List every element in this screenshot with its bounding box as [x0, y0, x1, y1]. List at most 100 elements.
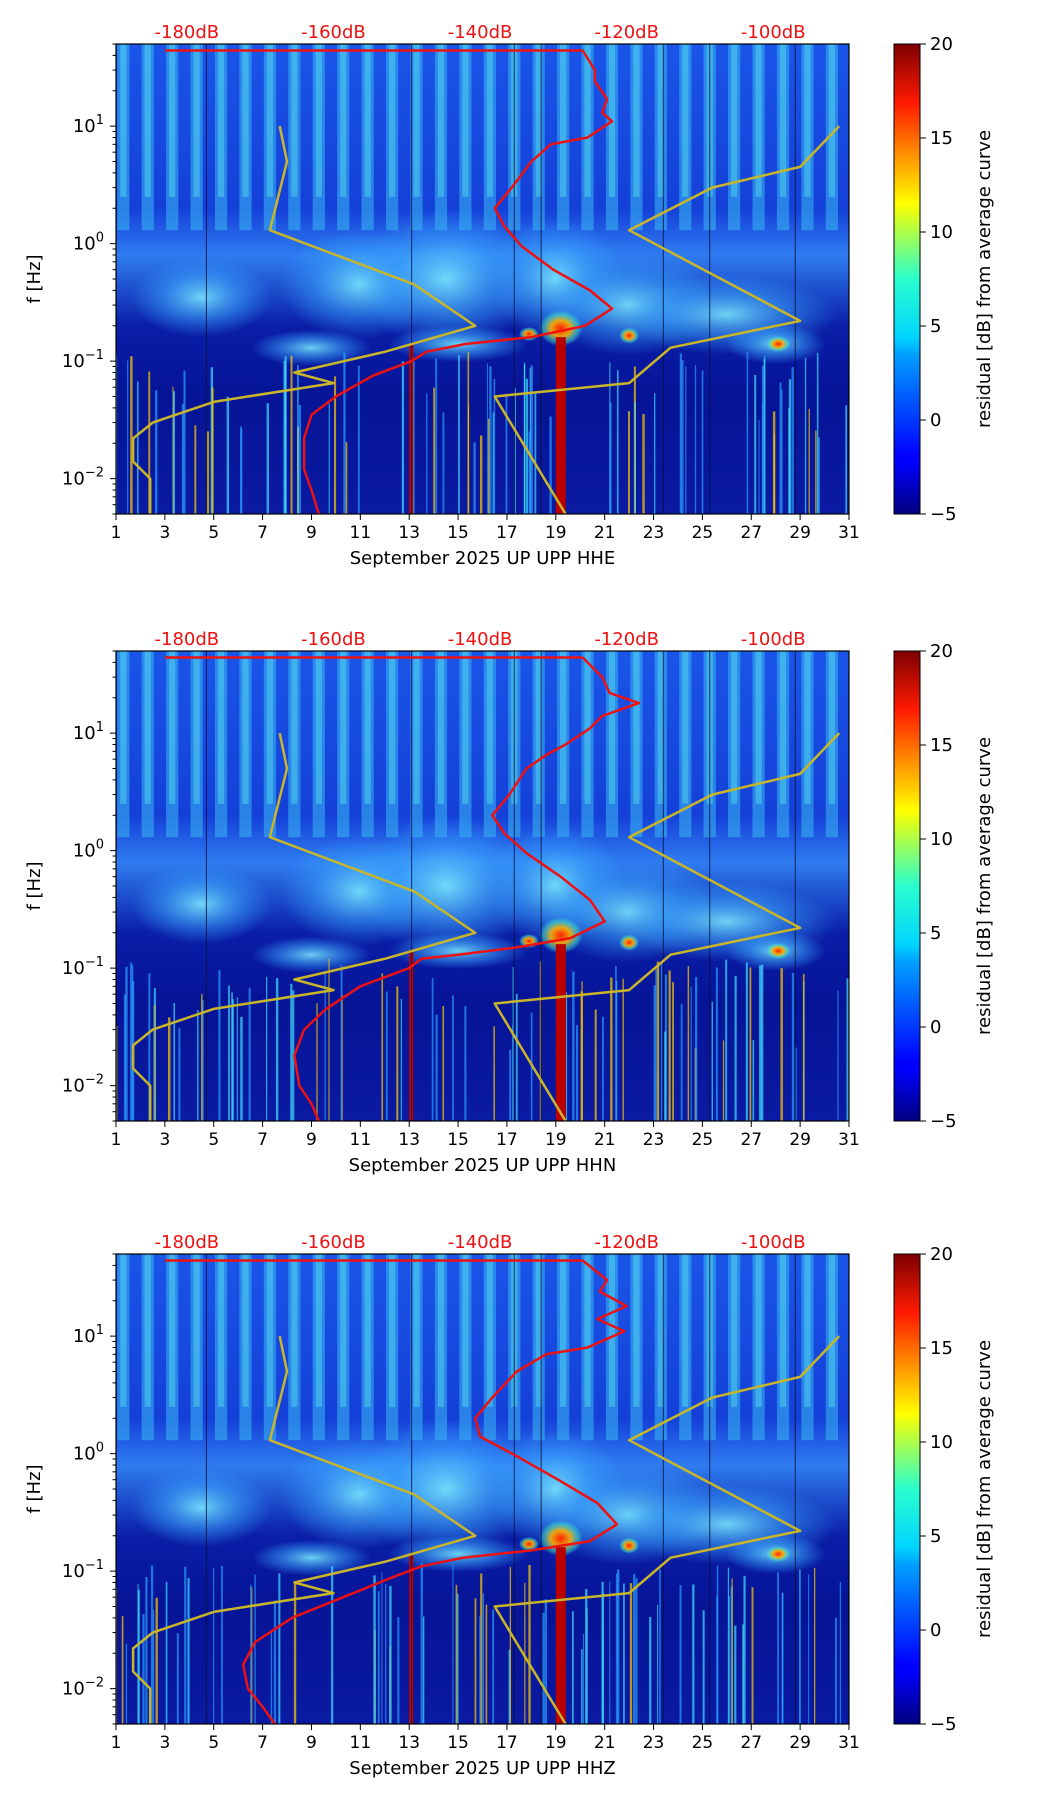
daily-band-core	[584, 1254, 591, 1407]
top-db-label: -160dB	[301, 22, 366, 43]
top-db-label: -160dB	[301, 1232, 366, 1253]
x-tick-label: 1	[111, 523, 122, 543]
daily-band-core	[608, 651, 616, 804]
colorbar-gradient	[893, 650, 921, 1122]
daily-band-core	[169, 651, 176, 804]
daily-band-core	[560, 651, 567, 804]
daily-band	[801, 44, 814, 231]
spectrogram-area	[116, 44, 849, 514]
series-noise-model-yellow	[131, 732, 477, 1121]
daily-band-core	[584, 651, 591, 804]
hot-spot	[619, 1537, 640, 1554]
daily-band-core	[633, 651, 640, 804]
y-tick-label: 10−2	[62, 1073, 104, 1097]
daily-band	[288, 1254, 301, 1441]
daily-band-core	[486, 44, 493, 197]
colorbar: −5 0 5 10 15 20 residual [dB] from average cur…	[893, 34, 995, 525]
colorbar-tick-label: −5	[930, 1714, 957, 1735]
daily-band	[752, 44, 765, 231]
top-db-label: -120dB	[594, 1232, 659, 1253]
daily-band-core	[560, 44, 567, 197]
daily-band-core	[535, 44, 542, 197]
y-tick-label: 101	[73, 1323, 104, 1347]
top-db-label: -100dB	[741, 629, 806, 650]
x-tick-label: 3	[159, 1130, 170, 1150]
daily-band-core	[462, 44, 469, 197]
daily-band-core	[364, 651, 371, 804]
daily-band-core	[437, 44, 445, 197]
x-tick-label: 27	[740, 1130, 762, 1150]
daily-band-core	[315, 1254, 322, 1407]
x-tick-label: 27	[740, 1733, 762, 1753]
daily-band-core	[266, 44, 274, 197]
daily-band	[337, 1254, 350, 1441]
y-tick-label: 100	[73, 838, 104, 862]
x-tick-label: 13	[398, 1130, 420, 1150]
colorbar-tick-label: 0	[930, 410, 941, 431]
daily-band	[361, 44, 374, 231]
daily-band	[239, 1254, 252, 1441]
daily-band	[434, 44, 448, 231]
y-axis-label: f [Hz]	[24, 861, 45, 910]
colorbar-label: residual [dB] from average curve	[974, 1340, 995, 1638]
daily-band-core	[462, 1254, 469, 1407]
microseism-glow	[355, 209, 536, 349]
x-tick-label: 19	[545, 523, 567, 543]
daily-band-core	[388, 44, 396, 197]
series-mean-psd-red	[241, 1259, 628, 1724]
x-tick-label: 15	[447, 1130, 469, 1150]
hot-spot	[619, 934, 640, 951]
daily-band	[630, 651, 643, 838]
daily-band-core	[682, 44, 689, 197]
colorbar-label: residual [dB] from average curve	[974, 130, 995, 428]
event-column-19	[555, 337, 566, 514]
daily-band-core	[682, 1254, 689, 1407]
daily-band	[679, 44, 692, 231]
daily-band-core	[731, 651, 738, 804]
daily-band	[166, 1254, 179, 1441]
daily-band	[214, 1254, 228, 1441]
daily-band	[654, 1254, 667, 1441]
x-tick-label: 7	[257, 1130, 268, 1150]
daily-band-core	[340, 651, 347, 804]
x-tick-label: 19	[545, 1733, 567, 1753]
y-tick-label: 10−1	[62, 348, 104, 372]
x-tick-label: 29	[789, 1733, 811, 1753]
daily-band	[263, 651, 277, 838]
top-db-label: -100dB	[741, 22, 806, 43]
daily-band	[630, 44, 643, 231]
daily-band-core	[291, 44, 298, 197]
daily-band	[312, 1254, 325, 1441]
x-tick-label: 7	[257, 1733, 268, 1753]
daily-band-core	[633, 1254, 640, 1407]
daily-band-core	[535, 1254, 542, 1407]
x-tick-label: 5	[208, 1130, 219, 1150]
daily-band-core	[169, 44, 176, 197]
x-tick-label: 7	[257, 523, 268, 543]
top-db-label: -100dB	[741, 1232, 806, 1253]
daily-band	[532, 651, 545, 838]
series-noise-model-yellow	[131, 125, 477, 514]
daily-band	[288, 651, 301, 838]
daily-band	[752, 1254, 765, 1441]
daily-band	[141, 651, 154, 838]
daily-band-core	[120, 1254, 127, 1407]
top-db-label: -140dB	[448, 629, 513, 650]
x-tick-label: 31	[838, 1733, 860, 1753]
event-column-19	[555, 1547, 566, 1724]
daily-band-core	[657, 44, 664, 197]
daily-band-core	[657, 651, 664, 804]
daily-band-core	[266, 1254, 274, 1407]
x-tick-label: 23	[643, 1733, 665, 1753]
daily-band-core	[828, 1254, 836, 1407]
top-db-label: -120dB	[594, 22, 659, 43]
daily-band	[605, 651, 619, 838]
daily-band	[825, 44, 839, 231]
x-tick-label: 25	[692, 523, 714, 543]
daily-band	[117, 44, 130, 231]
colorbar-tick-label: −5	[930, 1111, 957, 1132]
x-tick-label: 23	[643, 1130, 665, 1150]
daily-band	[141, 1254, 154, 1441]
daily-band-core	[804, 44, 811, 197]
